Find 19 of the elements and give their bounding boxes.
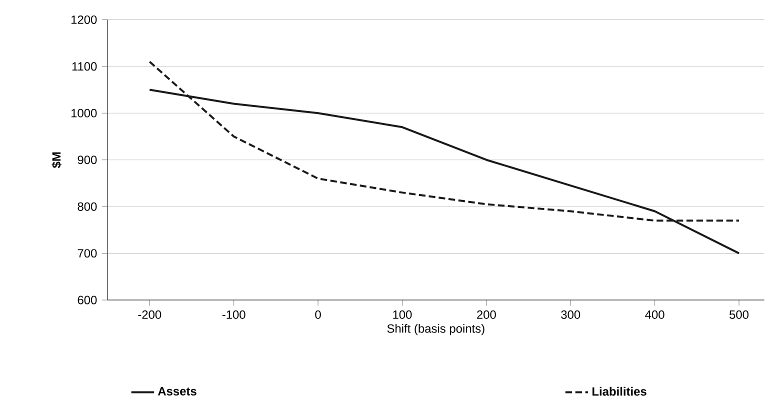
- legend-label: Assets: [158, 387, 196, 396]
- x-tick-label: 400: [645, 310, 664, 319]
- x-tick-label: 100: [393, 310, 412, 319]
- y-tick-label: 1200: [72, 15, 97, 24]
- x-tick-label: 200: [477, 310, 496, 319]
- x-tick-label: 300: [561, 310, 580, 319]
- x-tick-label: 500: [730, 310, 749, 319]
- y-axis-title: $M: [52, 152, 62, 168]
- y-tick-label: 700: [78, 249, 97, 258]
- y-tick-label: 1100: [72, 62, 97, 71]
- y-tick-label: 800: [78, 202, 97, 211]
- x-tick-label: 0: [315, 310, 321, 319]
- legend-label: Liabilities: [592, 386, 646, 396]
- y-tick-label: 600: [78, 296, 97, 304]
- x-tick-label: -200: [138, 310, 162, 319]
- y-tick-label: 1000: [72, 108, 97, 118]
- x-tick-label: -100: [222, 310, 246, 319]
- y-tick-label: 900: [78, 156, 97, 164]
- x-axis-title: Shift (basis points): [387, 324, 484, 336]
